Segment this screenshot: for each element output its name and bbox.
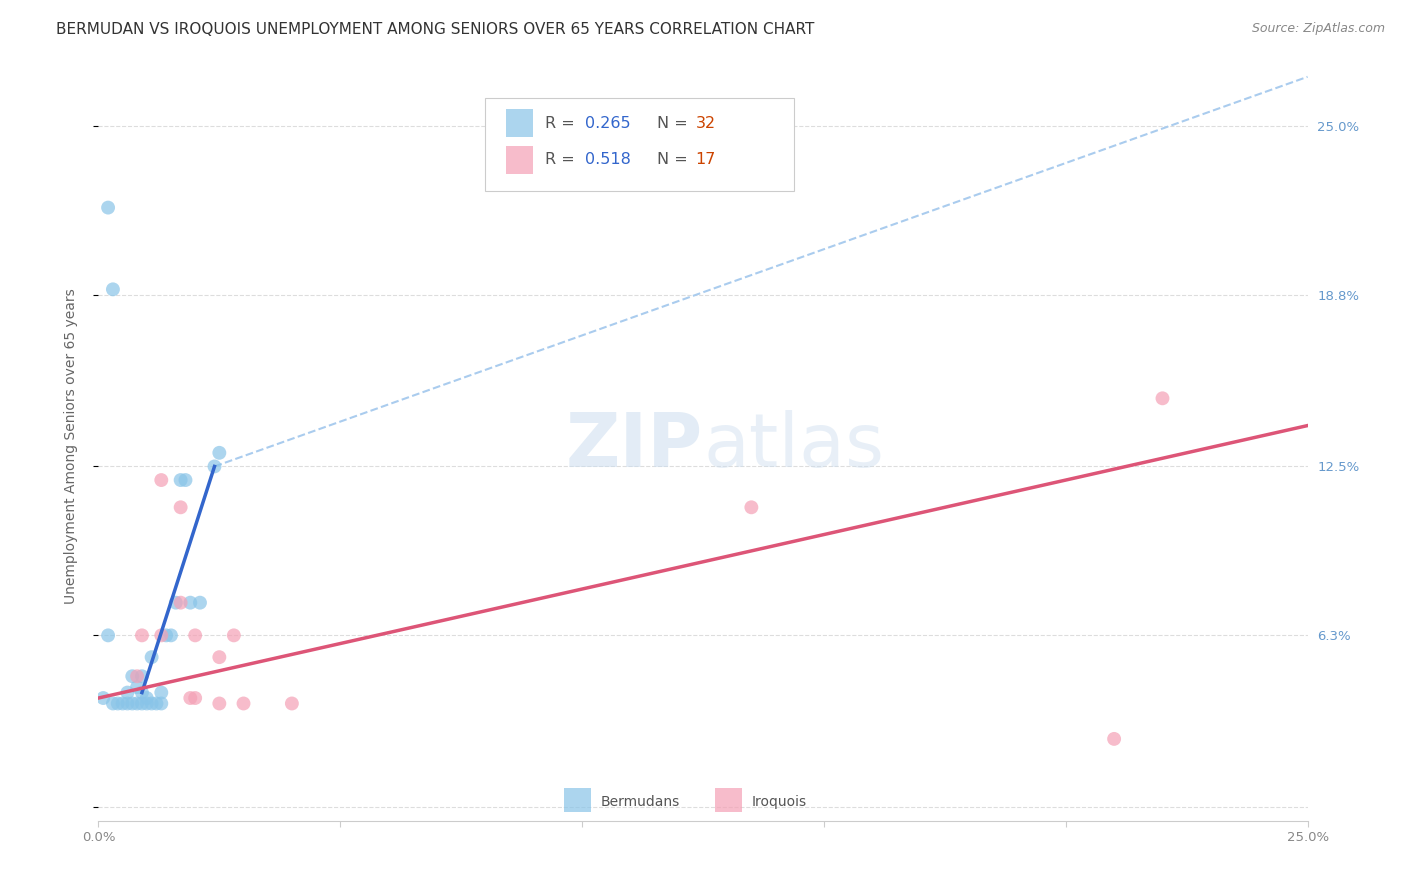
Point [111,697,134,711]
Point [1152,392,1174,406]
Point [174,473,197,487]
Point [169,500,191,515]
Point [188,596,211,610]
Bar [506,109,533,137]
Text: 32: 32 [696,116,716,130]
Text: Source: ZipAtlas.com: Source: ZipAtlas.com [1251,22,1385,36]
Point [97,201,120,215]
Point [1102,731,1125,746]
Point [232,697,254,711]
Point [208,446,231,460]
Point [169,473,191,487]
Point [179,691,201,706]
Point [131,628,153,642]
Bar [716,788,742,812]
Point [127,680,149,694]
Point [160,628,183,642]
Point [107,697,129,711]
Point [121,669,143,683]
Bar [506,145,533,174]
Text: Bermudans: Bermudans [600,795,679,809]
Point [101,697,124,711]
Point [165,596,187,610]
Point [101,282,124,296]
Point [155,628,177,642]
Point [131,669,153,683]
Text: Iroquois: Iroquois [751,795,807,809]
Point [222,628,245,642]
Point [141,650,163,665]
Point [150,685,173,699]
Text: 17: 17 [696,153,716,168]
Point [204,459,226,474]
Point [131,697,153,711]
Point [150,697,173,711]
Point [184,628,207,642]
Point [131,685,153,699]
Text: N =: N = [657,153,693,168]
Point [117,697,139,711]
Point [145,697,167,711]
Point [127,697,149,711]
Y-axis label: Unemployment Among Seniors over 65 years: Unemployment Among Seniors over 65 years [63,288,77,604]
Point [281,697,304,711]
Text: R =: R = [544,153,579,168]
Point [127,669,149,683]
Text: N =: N = [657,116,693,130]
Text: 0.265: 0.265 [585,116,630,130]
Point [141,697,163,711]
Text: 0.518: 0.518 [585,153,630,168]
Point [150,628,173,642]
Point [184,691,207,706]
Point [208,697,231,711]
FancyBboxPatch shape [485,97,793,191]
Point [91,691,114,706]
Point [740,500,762,515]
Point [121,697,143,711]
Point [150,473,173,487]
Bar [564,788,591,812]
Point [169,596,191,610]
Point [179,596,201,610]
Point [208,650,231,665]
Text: R =: R = [544,116,579,130]
Point [135,691,157,706]
Point [117,685,139,699]
Text: BERMUDAN VS IROQUOIS UNEMPLOYMENT AMONG SENIORS OVER 65 YEARS CORRELATION CHART: BERMUDAN VS IROQUOIS UNEMPLOYMENT AMONG … [56,22,814,37]
Text: atlas: atlas [703,409,884,483]
Point [135,697,157,711]
Point [97,628,120,642]
Text: ZIP: ZIP [565,409,703,483]
